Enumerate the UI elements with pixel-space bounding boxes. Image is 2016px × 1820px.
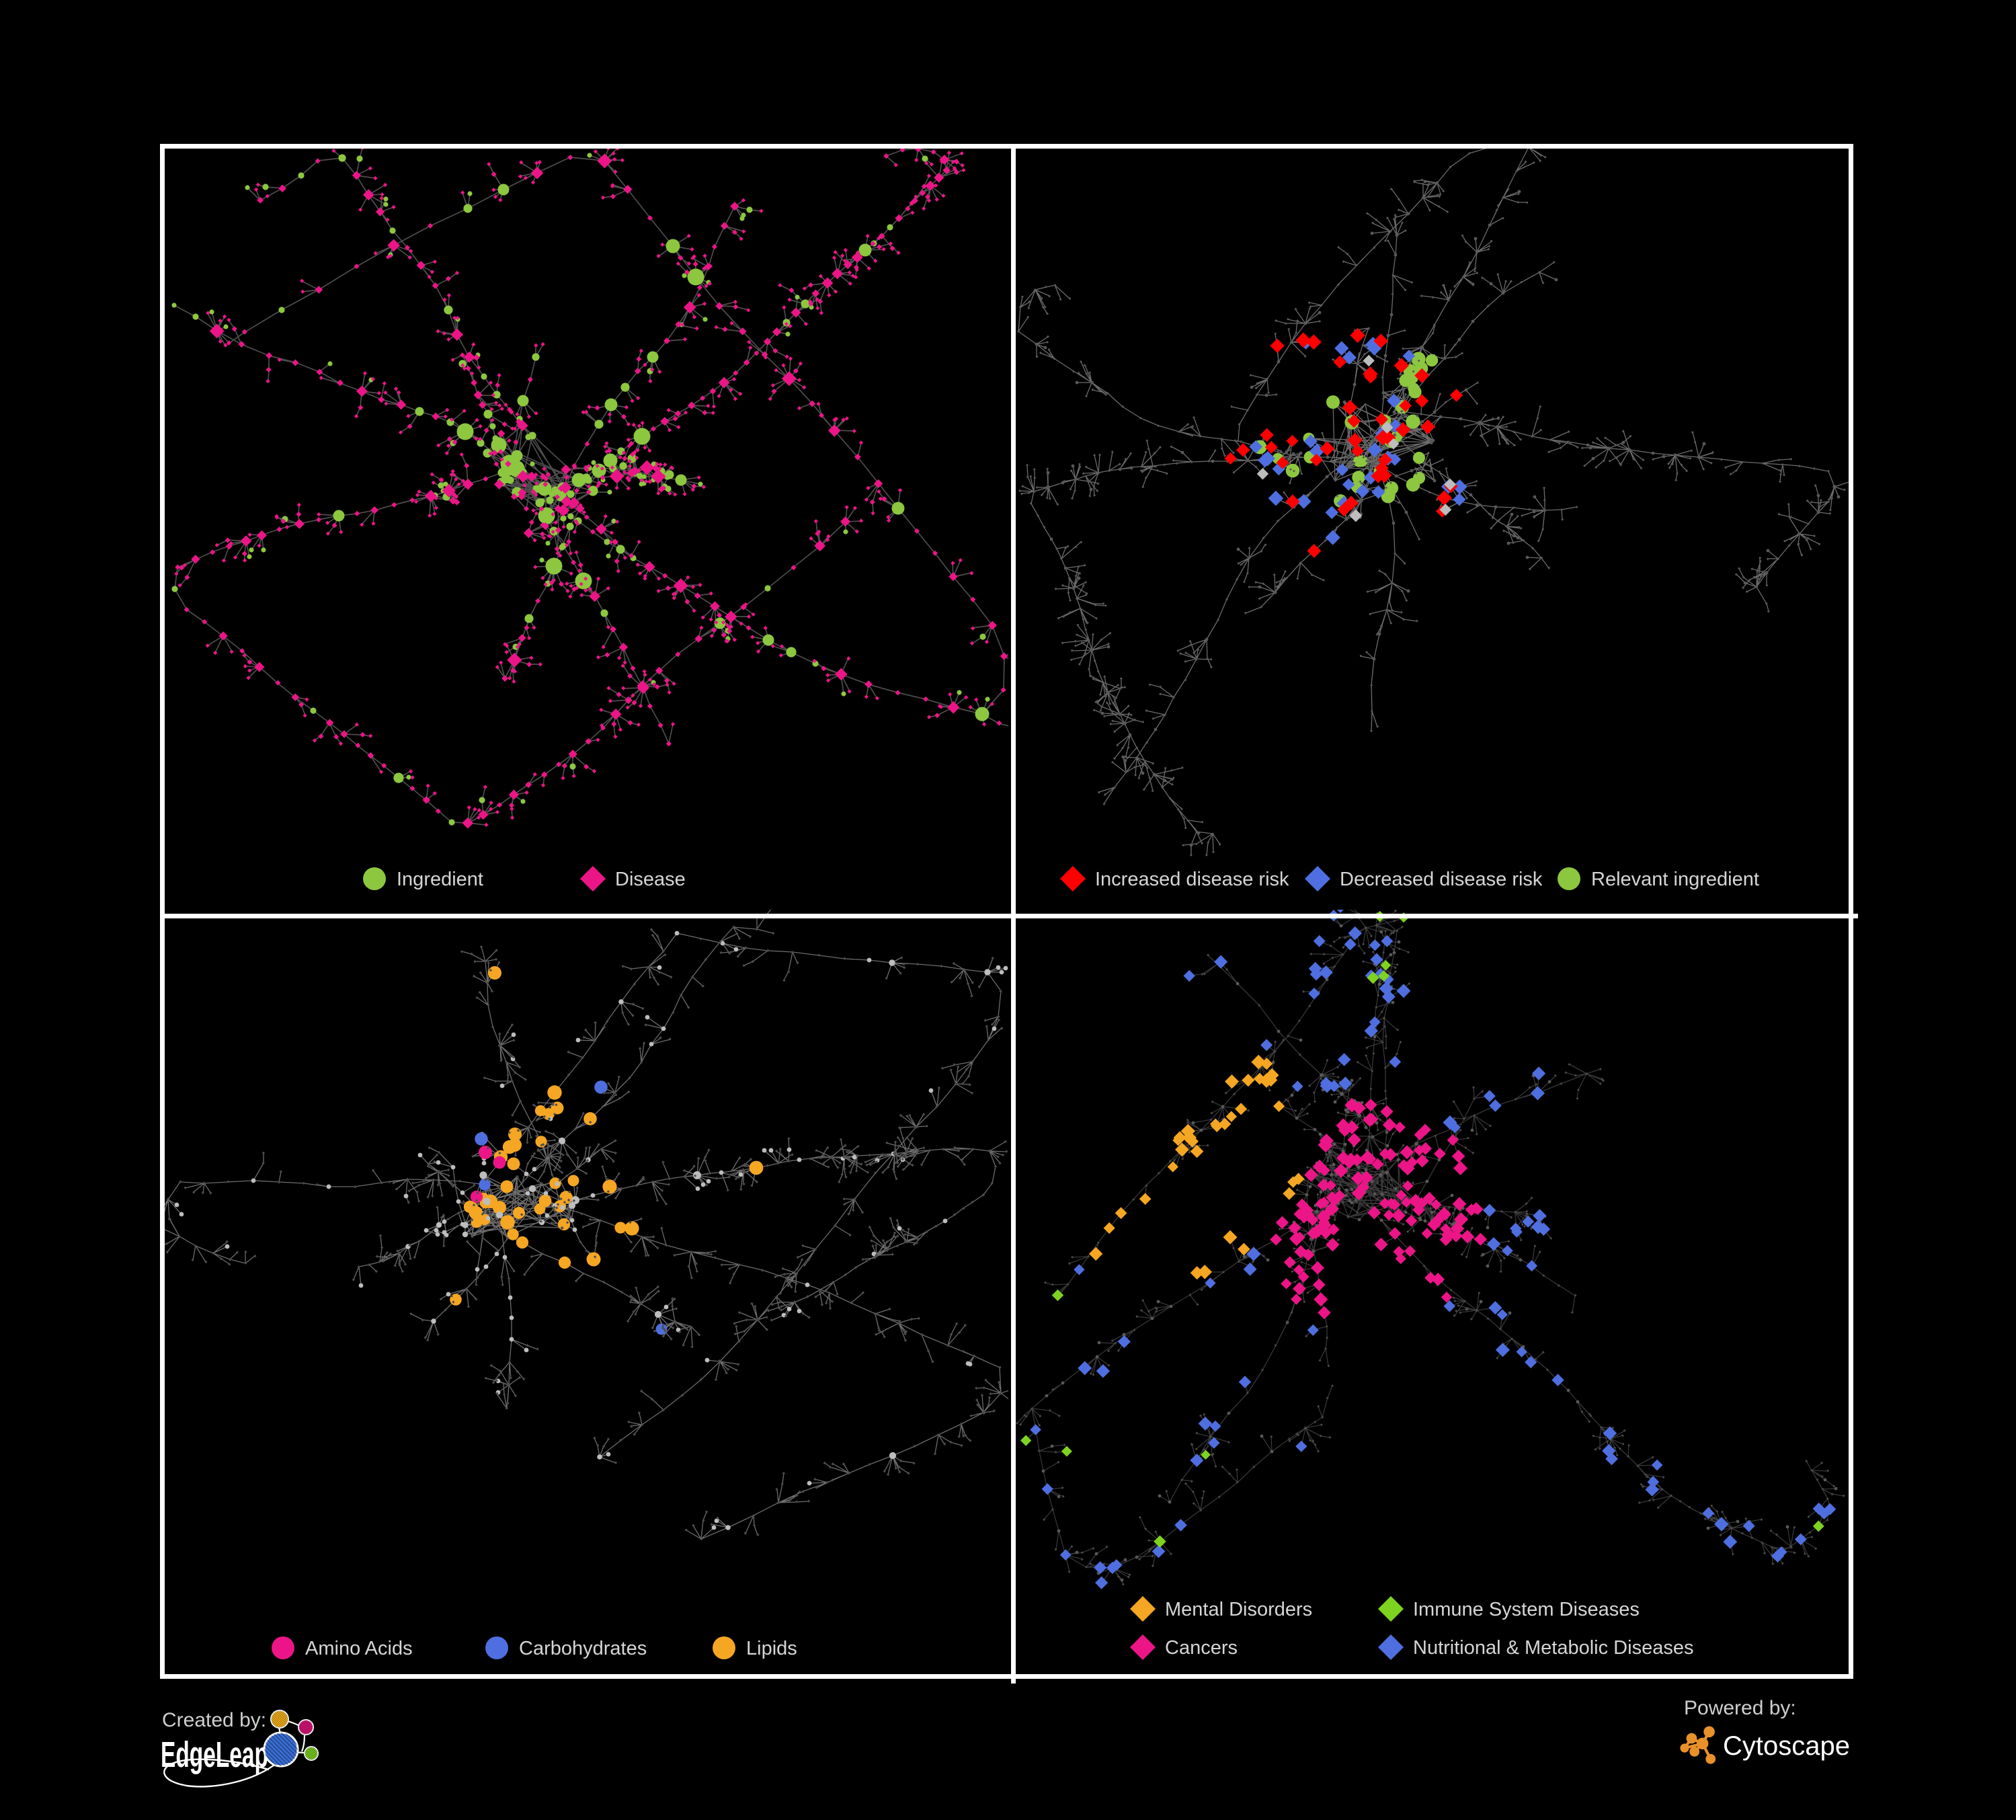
svg-text:Powered by:: Powered by: <box>1684 1697 1796 1719</box>
svg-text:Created by:: Created by: <box>162 1709 266 1731</box>
svg-text:Cytoscape: Cytoscape <box>1723 1731 1850 1761</box>
svg-text:EdgeLeap: EdgeLeap <box>161 1735 268 1775</box>
